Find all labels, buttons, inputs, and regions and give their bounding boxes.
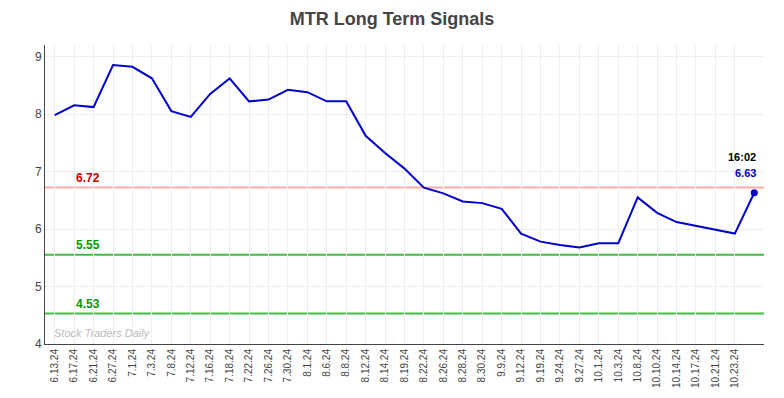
- svg-text:9.12.24: 9.12.24: [515, 349, 526, 383]
- svg-text:8.22.24: 8.22.24: [418, 349, 429, 383]
- svg-text:8.19.24: 8.19.24: [399, 349, 410, 383]
- svg-text:9.19.24: 9.19.24: [535, 349, 546, 383]
- svg-text:8.28.24: 8.28.24: [457, 349, 468, 383]
- svg-text:7.26.24: 7.26.24: [263, 349, 274, 383]
- svg-text:7.22.24: 7.22.24: [243, 349, 254, 383]
- svg-text:4.53: 4.53: [76, 297, 100, 311]
- svg-text:10.21.24: 10.21.24: [710, 349, 721, 388]
- svg-text:8.12.24: 8.12.24: [360, 349, 371, 383]
- svg-text:6: 6: [35, 222, 42, 236]
- svg-text:7.12.24: 7.12.24: [185, 349, 196, 383]
- svg-text:7.8.24: 7.8.24: [166, 349, 177, 377]
- svg-text:7.30.24: 7.30.24: [282, 349, 293, 383]
- svg-text:8.26.24: 8.26.24: [438, 349, 449, 383]
- svg-text:8: 8: [35, 107, 42, 121]
- svg-text:6.27.24: 6.27.24: [107, 349, 118, 383]
- svg-text:9: 9: [35, 50, 42, 64]
- svg-text:10.23.24: 10.23.24: [729, 349, 740, 388]
- svg-text:5.55: 5.55: [76, 238, 100, 252]
- svg-text:7.1.24: 7.1.24: [127, 349, 138, 377]
- svg-text:7.18.24: 7.18.24: [224, 349, 235, 383]
- svg-text:6.13.24: 6.13.24: [49, 349, 60, 383]
- svg-text:6.63: 6.63: [735, 167, 756, 179]
- svg-text:10.17.24: 10.17.24: [690, 349, 701, 388]
- svg-text:7.16.24: 7.16.24: [204, 349, 215, 383]
- svg-text:10.1.24: 10.1.24: [593, 349, 604, 383]
- svg-text:5: 5: [35, 280, 42, 294]
- svg-text:6.17.24: 6.17.24: [68, 349, 79, 383]
- svg-text:7.3.24: 7.3.24: [146, 349, 157, 377]
- svg-text:7: 7: [35, 165, 42, 179]
- svg-text:9.9.24: 9.9.24: [496, 349, 507, 377]
- svg-text:MTR Long Term Signals: MTR Long Term Signals: [290, 9, 495, 29]
- svg-text:6.72: 6.72: [76, 171, 100, 185]
- svg-text:4: 4: [35, 337, 42, 351]
- svg-text:10.10.24: 10.10.24: [651, 349, 662, 388]
- svg-text:8.6.24: 8.6.24: [321, 349, 332, 377]
- svg-text:9.24.24: 9.24.24: [554, 349, 565, 383]
- svg-text:10.3.24: 10.3.24: [613, 349, 624, 383]
- svg-text:8.8.24: 8.8.24: [340, 349, 351, 377]
- svg-text:9.27.24: 9.27.24: [574, 349, 585, 383]
- svg-text:Stock Traders Daily: Stock Traders Daily: [54, 327, 151, 339]
- svg-text:10.14.24: 10.14.24: [671, 349, 682, 388]
- svg-text:8.30.24: 8.30.24: [476, 349, 487, 383]
- svg-text:10.8.24: 10.8.24: [632, 349, 643, 383]
- svg-text:16:02: 16:02: [728, 151, 756, 163]
- svg-text:6.21.24: 6.21.24: [88, 349, 99, 383]
- svg-text:8.14.24: 8.14.24: [379, 349, 390, 383]
- svg-text:8.1.24: 8.1.24: [302, 349, 313, 377]
